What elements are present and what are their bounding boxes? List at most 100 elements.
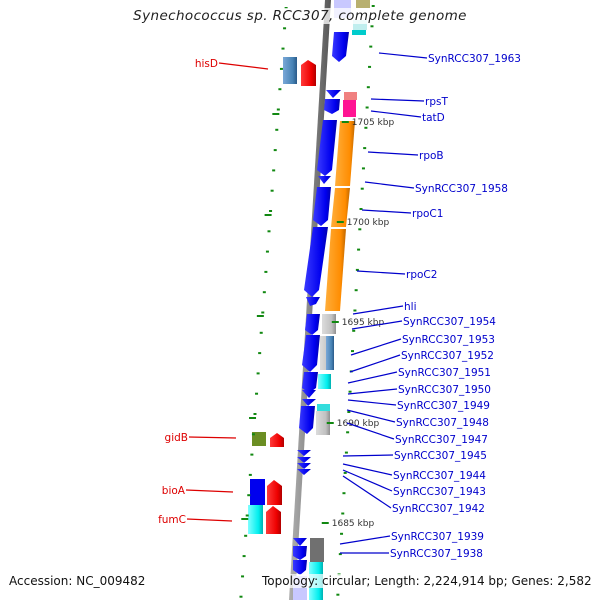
gene-feature[interactable]: [317, 120, 337, 176]
tick-minor: [247, 494, 251, 497]
gene-bioa[interactable]: [250, 479, 265, 505]
label-leader-line: [342, 469, 393, 492]
gene-feature[interactable]: [301, 60, 316, 86]
gene-feature[interactable]: [326, 90, 341, 98]
tick-minor: [336, 593, 340, 596]
label-leader-line: [339, 535, 391, 545]
gene-label[interactable]: tatD: [422, 112, 445, 124]
gene-label[interactable]: SynRCC307_1945: [394, 450, 487, 462]
gene-feature[interactable]: [297, 463, 311, 469]
tick-minor: [270, 189, 274, 192]
gene-label[interactable]: SynRCC307_1954: [403, 316, 496, 328]
gene-label[interactable]: rpoC1: [412, 208, 443, 220]
gene-label[interactable]: hisD: [195, 58, 218, 70]
tick-minor: [253, 413, 257, 415]
tick-minor: [365, 106, 369, 109]
gene-label[interactable]: bioA: [162, 485, 186, 497]
gene-hisd[interactable]: [283, 57, 297, 84]
tick-major: [241, 518, 249, 520]
tick-minor: [239, 595, 243, 598]
gene-label[interactable]: SynRCC307_1942: [392, 503, 485, 515]
gene-feature[interactable]: [293, 538, 307, 546]
scale-marker-label: 1705 kbp: [352, 118, 395, 128]
gene-fumc[interactable]: [248, 505, 263, 534]
gene-synrcc307-1948[interactable]: [317, 404, 330, 411]
gene-gidb[interactable]: [252, 432, 266, 446]
gene-feature[interactable]: [302, 372, 318, 393]
gene-label[interactable]: rpoC2: [406, 269, 437, 281]
gene-feature[interactable]: [293, 546, 307, 560]
gene-label[interactable]: rpoB: [419, 150, 444, 162]
gene-label[interactable]: SynRCC307_1939: [391, 531, 484, 543]
tick-major: [341, 121, 349, 123]
gene-synrcc307-1954[interactable]: [322, 314, 336, 334]
gene-feature[interactable]: [293, 560, 307, 575]
gene-label[interactable]: rpsT: [425, 96, 448, 108]
tick-minor: [278, 88, 282, 91]
gene-synrcc307-1952[interactable]: [326, 336, 334, 370]
gene-feature[interactable]: [356, 0, 370, 8]
tick-minor: [248, 473, 252, 476]
gene-synrcc307-1947[interactable]: [316, 411, 330, 435]
gene-label[interactable]: SynRCC307_1950: [398, 384, 491, 396]
gene-label[interactable]: SynRCC307_1948: [396, 417, 489, 429]
tick-minor: [363, 147, 367, 150]
gene-synrcc307-1950[interactable]: [318, 374, 331, 389]
gene-feature[interactable]: [353, 20, 367, 30]
gene-feature[interactable]: [297, 450, 311, 456]
gene-feature[interactable]: [324, 99, 340, 114]
tick-major: [264, 214, 272, 216]
gene-feature[interactable]: [299, 406, 315, 434]
label-leader-line: [370, 110, 422, 118]
gene-synrcc307-1939[interactable]: [310, 538, 324, 562]
gene-label[interactable]: SynRCC307_1951: [398, 367, 491, 379]
label-leader-line: [346, 409, 396, 423]
label-leader-line: [347, 371, 398, 384]
gene-feature[interactable]: [266, 506, 281, 534]
label-leader-line: [361, 209, 412, 214]
gene-label[interactable]: SynRCC307_1949: [397, 400, 490, 412]
gene-feature[interactable]: [304, 227, 328, 297]
gene-feature[interactable]: [352, 30, 366, 35]
gene-feature[interactable]: [302, 390, 316, 398]
gene-feature[interactable]: [306, 297, 320, 306]
gene-label[interactable]: SynRCC307_1958: [415, 183, 508, 195]
gene-label[interactable]: SynRCC307_1938: [390, 548, 483, 560]
gene-feature[interactable]: [267, 480, 282, 505]
gene-feature[interactable]: [302, 335, 320, 372]
tick-minor: [273, 149, 277, 152]
gene-tatd[interactable]: [343, 100, 356, 117]
gene-label[interactable]: SynRCC307_1943: [393, 486, 486, 498]
gene-rpoc2[interactable]: [325, 229, 346, 311]
gene-label[interactable]: hli: [404, 301, 417, 313]
gene-feature[interactable]: [313, 187, 331, 226]
tick-minor: [259, 331, 263, 334]
gene-rpob[interactable]: [335, 121, 355, 186]
gene-label[interactable]: SynRCC307_1963: [428, 53, 521, 65]
tick-minor: [338, 553, 342, 556]
gene-feature[interactable]: [270, 433, 284, 447]
gene-feature[interactable]: [297, 457, 311, 463]
tick-major: [326, 422, 334, 424]
tick-minor: [347, 411, 351, 413]
gene-label[interactable]: SynRCC307_1953: [402, 334, 495, 346]
gene-rpoc1[interactable]: [331, 188, 350, 227]
gene-label[interactable]: SynRCC307_1952: [401, 350, 494, 362]
gene-feature[interactable]: [297, 469, 311, 475]
gene-feature[interactable]: [305, 314, 320, 335]
tick-minor: [279, 67, 283, 70]
gene-label[interactable]: SynRCC307_1944: [393, 470, 486, 482]
gene-label[interactable]: gidB: [165, 432, 188, 444]
gene-label[interactable]: fumC: [158, 514, 186, 526]
label-leader-line: [349, 354, 401, 373]
tick-minor: [371, 5, 375, 7]
gene-synrcc307-1963[interactable]: [332, 32, 349, 62]
gene-label[interactable]: SynRCC307_1947: [395, 434, 488, 446]
tick-minor: [275, 128, 279, 131]
tick-minor: [267, 230, 271, 233]
tick-minor: [344, 451, 348, 454]
gene-feature[interactable]: [318, 176, 331, 184]
gene-rpst[interactable]: [344, 92, 357, 100]
gene-feature[interactable]: [302, 399, 316, 406]
